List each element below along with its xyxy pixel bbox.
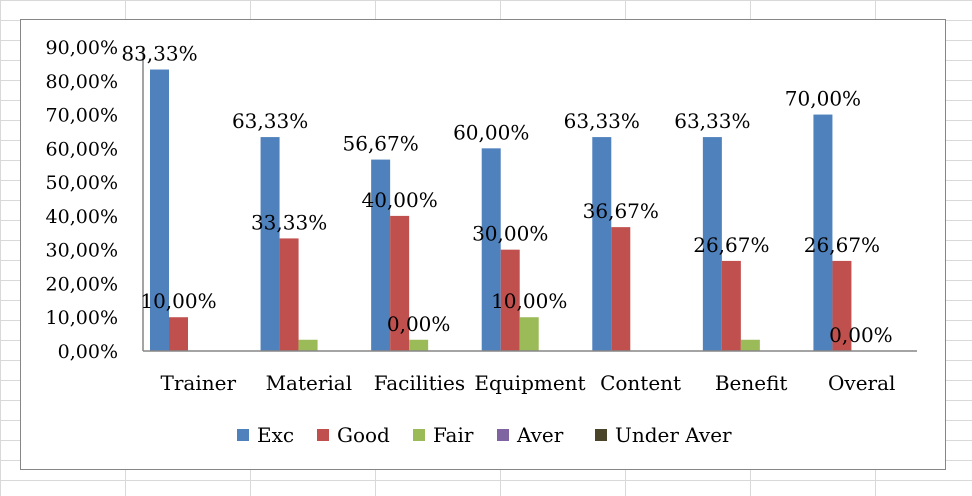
x-category-label: Equipment [474,371,585,395]
legend-swatch-fair [413,429,425,441]
legend-label: Exc [257,423,294,447]
y-tick-label: 60,00% [46,138,118,160]
data-label: 10,00% [140,289,216,313]
bar-exc [481,148,501,351]
data-label: 60,00% [453,120,529,144]
bar-fair [409,339,429,351]
x-category-label: Trainer [161,371,237,395]
data-label: 26,67% [693,233,769,257]
data-label: 83,33% [121,42,197,66]
bar-good [611,227,631,351]
bar-fair [519,317,539,351]
bar-exc [813,114,833,351]
x-category-label: Benefit [715,371,788,395]
bar-exc [260,137,280,351]
bar-fair [740,339,760,351]
bar-good [390,215,410,351]
x-category-label: Facilities [374,371,465,395]
legend-label: Fair [433,423,474,447]
x-category-label: Material [266,371,353,395]
bar-exc [702,137,722,351]
legend-label: Under Aver [615,423,732,447]
legend-swatch-under-aver [595,429,607,441]
y-tick-label: 20,00% [46,273,118,295]
y-tick-label: 0,00% [58,341,118,363]
data-label: 63,33% [232,109,308,133]
y-tick-label: 90,00% [46,37,118,59]
data-label: 70,00% [785,87,861,111]
bar-exc [371,159,391,351]
bar-exc [150,69,169,351]
data-label: 40,00% [362,188,438,212]
data-label: 36,67% [583,199,659,223]
y-tick-label: 70,00% [46,105,118,127]
data-label: 33,33% [251,210,327,234]
bar-good [832,260,852,351]
bar-chart: 0,00% 10,00% 20,00% 30,00% 40,00% 50,00% 60,00… [46,37,917,447]
data-label: 0,00% [829,323,893,347]
y-tick-label: 80,00% [46,71,118,93]
legend-swatch-good [317,429,329,441]
data-label: 63,33% [674,109,750,133]
data-label: 0,00% [387,312,451,336]
bar-fair [298,339,318,351]
bar-good [169,317,188,351]
legend-label: Good [337,423,390,447]
bar-good [279,238,299,351]
data-label: 10,00% [491,289,567,313]
y-tick-label: 50,00% [46,172,118,194]
x-category-label: Overal [828,371,895,395]
data-label: 56,67% [343,132,419,156]
y-tick-label: 40,00% [46,206,118,228]
bar-exc [592,137,612,351]
legend-swatch-exc [237,429,249,441]
legend-swatch-aver [497,429,509,441]
bar-good [721,260,741,351]
data-label: 26,67% [804,233,880,257]
bar-good [500,249,520,351]
data-label: 63,33% [564,109,640,133]
y-tick-label: 30,00% [46,240,118,262]
data-label: 30,00% [472,222,548,246]
x-category-label: Content [600,371,681,395]
legend-label: Aver [516,423,564,447]
y-tick-label: 10,00% [46,307,118,329]
chart-frame: 0,00% 10,00% 20,00% 30,00% 40,00% 50,00% 60,00… [20,19,946,470]
